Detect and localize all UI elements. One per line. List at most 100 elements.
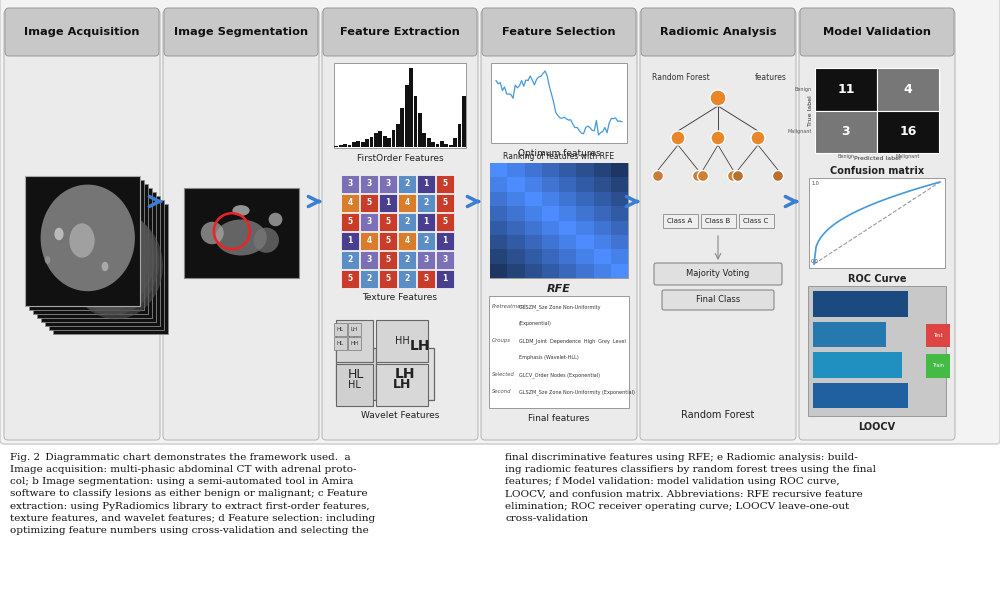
Bar: [559, 221, 576, 235]
Bar: [700, 214, 736, 228]
Bar: [417, 270, 435, 288]
Bar: [360, 270, 378, 288]
Text: features: features: [755, 73, 787, 82]
Text: 2: 2: [404, 275, 410, 283]
Bar: [360, 213, 378, 231]
Bar: [365, 139, 369, 147]
Bar: [507, 264, 524, 278]
Text: GLSZM_Sze Zone Non-Uniformity: GLSZM_Sze Zone Non-Uniformity: [519, 304, 600, 310]
Text: Benign: Benign: [795, 87, 812, 92]
FancyBboxPatch shape: [481, 10, 637, 440]
Text: Class B: Class B: [705, 218, 731, 224]
Text: 3: 3: [423, 256, 429, 264]
Bar: [542, 177, 559, 192]
Bar: [490, 206, 507, 221]
Bar: [440, 141, 444, 147]
Text: Groups: Groups: [492, 338, 511, 343]
Bar: [398, 213, 416, 231]
Bar: [594, 192, 611, 206]
Bar: [490, 221, 507, 235]
Bar: [809, 178, 945, 268]
Bar: [436, 213, 454, 231]
Bar: [341, 213, 359, 231]
FancyBboxPatch shape: [654, 263, 782, 285]
Ellipse shape: [254, 228, 279, 253]
Circle shape: [671, 131, 685, 145]
Bar: [436, 232, 454, 250]
Bar: [348, 323, 361, 336]
Bar: [576, 249, 594, 264]
Bar: [524, 264, 542, 278]
Bar: [396, 125, 400, 147]
Bar: [379, 213, 397, 231]
Bar: [378, 131, 382, 147]
Text: HL: HL: [337, 327, 344, 332]
Ellipse shape: [69, 224, 95, 258]
Bar: [576, 206, 594, 221]
Text: Majority Voting: Majority Voting: [686, 269, 750, 279]
Text: 4: 4: [904, 83, 912, 95]
Bar: [427, 138, 430, 147]
Bar: [339, 145, 342, 147]
Bar: [611, 163, 628, 177]
Bar: [524, 221, 542, 235]
Bar: [398, 194, 416, 212]
Bar: [559, 192, 576, 206]
Circle shape: [772, 171, 784, 181]
Bar: [507, 249, 524, 264]
Bar: [813, 321, 886, 347]
Text: Train: Train: [932, 364, 944, 368]
Bar: [334, 63, 466, 148]
Text: 4: 4: [404, 199, 410, 208]
Text: 3: 3: [842, 125, 850, 138]
Text: Predicted label: Predicted label: [854, 156, 900, 161]
Text: Final features: Final features: [528, 414, 590, 423]
Bar: [36, 187, 152, 317]
Ellipse shape: [53, 197, 147, 303]
FancyBboxPatch shape: [482, 8, 636, 56]
Text: 2: 2: [404, 218, 410, 227]
Bar: [436, 251, 454, 269]
Text: Confusion matrix: Confusion matrix: [830, 166, 924, 176]
Bar: [594, 206, 611, 221]
Bar: [542, 249, 559, 264]
Bar: [376, 348, 434, 400]
Bar: [611, 249, 628, 264]
Text: Final Class: Final Class: [696, 295, 740, 304]
Bar: [376, 320, 428, 362]
Text: 2: 2: [404, 180, 410, 189]
Text: 3: 3: [442, 256, 448, 264]
Bar: [559, 163, 576, 177]
Bar: [594, 177, 611, 192]
Bar: [449, 145, 452, 147]
Bar: [813, 352, 902, 378]
Bar: [374, 133, 378, 147]
Text: Feature Selection: Feature Selection: [502, 27, 616, 37]
Bar: [489, 296, 629, 408]
Bar: [431, 142, 435, 147]
Bar: [490, 235, 507, 249]
Text: GLSZM_Sze Zone Non-Uniformity (Exponential): GLSZM_Sze Zone Non-Uniformity (Exponenti…: [519, 389, 635, 395]
Bar: [348, 145, 351, 147]
Bar: [336, 364, 373, 406]
Ellipse shape: [215, 219, 267, 256]
Text: 2: 2: [366, 275, 372, 283]
Bar: [594, 249, 611, 264]
Circle shape: [732, 171, 744, 181]
Bar: [370, 137, 373, 147]
Bar: [490, 249, 507, 264]
Text: 5: 5: [386, 218, 391, 227]
Text: Texture Features: Texture Features: [362, 293, 438, 302]
Circle shape: [728, 171, 738, 181]
Bar: [559, 177, 576, 192]
Ellipse shape: [269, 213, 282, 227]
Bar: [524, 249, 542, 264]
FancyBboxPatch shape: [641, 8, 795, 56]
Text: 16: 16: [899, 125, 917, 138]
Text: FirstOrder Features: FirstOrder Features: [357, 154, 443, 163]
Text: final discriminative features using RFE; e Radiomic analysis: build-
ing radiomi: final discriminative features using RFE;…: [505, 453, 876, 523]
Bar: [405, 85, 409, 147]
Bar: [334, 337, 347, 350]
Bar: [341, 270, 359, 288]
Bar: [341, 194, 359, 212]
